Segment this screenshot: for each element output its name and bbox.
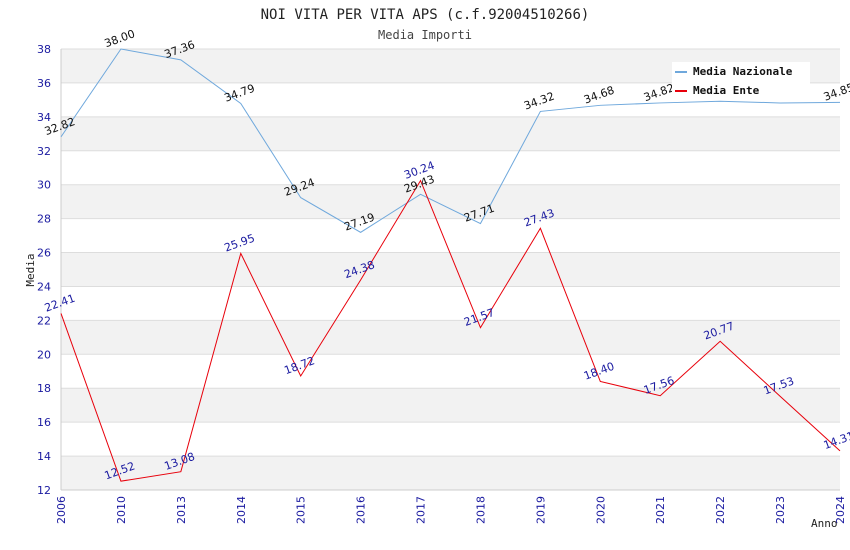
legend: Media Nazionale Media Ente: [672, 62, 810, 100]
y-tick-label: 38: [37, 43, 51, 56]
grid-band: [61, 252, 840, 287]
data-label: 34.68: [582, 84, 616, 107]
grid-band: [61, 320, 840, 355]
y-tick-label: 32: [37, 145, 51, 158]
grid-band: [61, 184, 840, 219]
grid-band: [61, 116, 840, 151]
series-line-media-nazionale: [60, 48, 841, 233]
x-tick-label: 2017: [415, 496, 428, 524]
data-label: 34.79: [223, 82, 257, 105]
y-ticks: 12 14 16 18 20 22 24 26 28 30 32 34 36 38: [37, 43, 51, 497]
y-tick-label: 24: [37, 280, 51, 293]
x-tick-label: 2022: [714, 496, 727, 524]
x-tick-label: 2014: [235, 496, 248, 524]
grid-band: [61, 388, 840, 423]
chart-subtitle: Media Importi: [378, 28, 472, 42]
x-tick-label: 2010: [115, 496, 128, 524]
legend-background: [672, 62, 810, 100]
series-line-media-ente: [60, 179, 841, 482]
x-tick-label: 2013: [175, 496, 188, 524]
x-tick-label: 2021: [654, 496, 667, 524]
grid-bands: [61, 49, 840, 490]
data-label: 38.00: [103, 27, 137, 50]
y-tick-label: 12: [37, 484, 51, 497]
legend-label-naz: Media Nazionale: [693, 65, 793, 78]
y-tick-label: 28: [37, 213, 51, 226]
y-tick-label: 14: [37, 450, 51, 463]
data-label: 34.32: [522, 90, 556, 113]
x-tick-label: 2016: [355, 496, 368, 524]
x-tick-label: 2019: [534, 496, 547, 524]
y-tick-label: 16: [37, 416, 51, 429]
data-label: 14.31: [822, 429, 850, 452]
x-ticks: 2006 2010 2013 2014 2015 2016 2017 2018 2019 2020…: [55, 496, 847, 524]
data-label: 34.82: [642, 81, 676, 104]
x-axis-label: Anno: [811, 517, 838, 530]
y-tick-label: 26: [37, 247, 51, 260]
y-axis-label: Media: [24, 253, 37, 286]
y-tick-label: 20: [37, 348, 51, 361]
y-tick-label: 36: [37, 77, 51, 90]
y-tick-label: 30: [37, 179, 51, 192]
x-tick-label: 2006: [55, 496, 68, 524]
x-tick-label: 2023: [774, 496, 787, 524]
x-tick-label: 2024: [834, 496, 847, 524]
grid-band: [61, 456, 840, 490]
axes: [60, 49, 840, 491]
chart-title: NOI VITA PER VITA APS (c.f.92004510266): [261, 7, 590, 23]
legend-label-ente: Media Ente: [693, 84, 760, 97]
x-tick-label: 2018: [474, 496, 487, 524]
data-label: 25.95: [223, 232, 257, 255]
data-label: 34.85: [822, 81, 850, 104]
y-tick-label: 18: [37, 382, 51, 395]
x-tick-label: 2020: [594, 496, 607, 524]
series-lines: [60, 48, 841, 482]
y-tick-label: 22: [37, 314, 51, 327]
data-label: 22.41: [43, 292, 77, 315]
x-tick-label: 2015: [295, 496, 308, 524]
y-tick-label: 34: [37, 111, 51, 124]
